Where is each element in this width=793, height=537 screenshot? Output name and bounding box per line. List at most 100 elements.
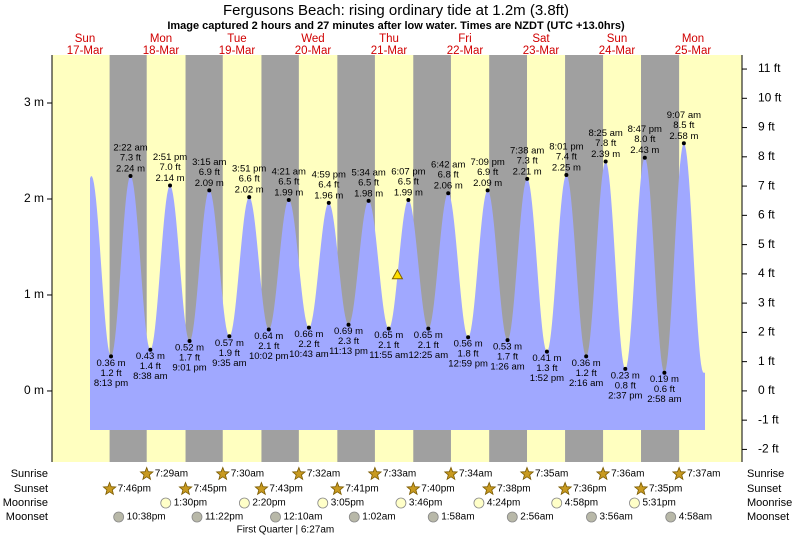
tide-time-label: 2:22 am bbox=[113, 142, 147, 153]
day-date: 22-Mar bbox=[447, 45, 484, 57]
y2-tick-label: 4 ft bbox=[758, 266, 775, 280]
moonrise-time: 5:31pm bbox=[642, 498, 675, 509]
tide-ft-label: 8.5 ft bbox=[673, 120, 694, 131]
tide-time-label: 11:13 pm bbox=[329, 346, 368, 357]
moonrise-icon bbox=[629, 497, 640, 509]
tide-height-label: 0.53 m bbox=[493, 342, 522, 353]
sunrise-icon bbox=[215, 466, 230, 481]
tide-height-label: 0.57 m bbox=[215, 338, 244, 349]
y2-tick-label: 6 ft bbox=[758, 208, 775, 222]
y2-tick-label: 7 ft bbox=[758, 178, 775, 192]
sunrise-time: 7:29am bbox=[155, 469, 188, 480]
tide-ft-label: 6.9 ft bbox=[199, 167, 220, 178]
foreground: Sun17-MarMon18-MarTue19-MarWed20-MarThu2… bbox=[3, 33, 793, 536]
tide-ft-label: 6.4 ft bbox=[318, 179, 339, 190]
tide-ft-label: 6.8 ft bbox=[438, 170, 459, 181]
moonrise-time: 1:30pm bbox=[174, 498, 207, 509]
tide-ft-label: 7.4 ft bbox=[556, 152, 577, 163]
sunrise-time: 7:33am bbox=[383, 469, 416, 480]
tide-ft-label: 2.1 ft bbox=[418, 340, 439, 351]
tide-height-label: 2.25 m bbox=[552, 163, 581, 174]
tide-time-label: 8:47 pm bbox=[628, 124, 662, 135]
tide-extreme-dot bbox=[466, 335, 471, 340]
sunset-time: 7:45pm bbox=[194, 484, 227, 495]
tide-ft-label: 1.9 ft bbox=[219, 348, 240, 359]
tide-height-label: 0.36 m bbox=[572, 358, 601, 369]
day-date: 20-Mar bbox=[295, 45, 332, 57]
tide-extreme-dot bbox=[187, 339, 192, 344]
moonrise-time: 3:46pm bbox=[409, 498, 442, 509]
row-label-right: Moonset bbox=[747, 511, 789, 523]
tide-height-label: 0.41 m bbox=[532, 353, 561, 364]
moonrise-icon bbox=[395, 497, 407, 509]
moonset-icon bbox=[270, 511, 281, 523]
moonrise-time: 3:05pm bbox=[331, 498, 364, 509]
tide-extreme-dot bbox=[584, 354, 589, 359]
tide-ft-label: 2.2 ft bbox=[298, 339, 319, 350]
moonrise-icon bbox=[160, 497, 172, 509]
moonset-icon bbox=[191, 511, 203, 523]
sunset-icon bbox=[102, 481, 117, 496]
day-weekday: Fri bbox=[458, 33, 471, 45]
y2-tick-label: -1 ft bbox=[758, 412, 779, 426]
chart-subtitle: Image captured 2 hours and 27 minutes af… bbox=[167, 20, 625, 32]
tide-time-label: 8:25 am bbox=[588, 128, 622, 139]
tide-height-label: 0.56 m bbox=[454, 339, 483, 350]
y-tick-label: 0 m bbox=[24, 383, 44, 397]
moonset-time: 2:56am bbox=[520, 512, 553, 523]
moonset-time: 11:22pm bbox=[205, 512, 243, 523]
tide-time-label: 7:09 pm bbox=[470, 157, 504, 168]
day-date: 17-Mar bbox=[67, 45, 104, 57]
day-weekday: Mon bbox=[150, 33, 172, 45]
tide-area bbox=[90, 143, 705, 431]
moonset-icon bbox=[586, 511, 597, 523]
tide-extreme-dot bbox=[306, 325, 311, 330]
tide-height-label: 0.64 m bbox=[254, 331, 283, 342]
tide-ft-label: 7.3 ft bbox=[517, 155, 538, 166]
sunrise-time: 7:36am bbox=[611, 469, 644, 480]
tide-time-label: 1:52 pm bbox=[530, 373, 564, 384]
tide-height-label: 1.98 m bbox=[354, 188, 383, 199]
row-label-left: Moonrise bbox=[3, 497, 48, 509]
tide-height-label: 2.24 m bbox=[116, 163, 145, 174]
row-label-right: Sunrise bbox=[747, 468, 784, 480]
sunset-icon bbox=[178, 481, 193, 496]
moonrise-time: 2:20pm bbox=[252, 498, 285, 509]
tide-extreme-dot bbox=[681, 141, 686, 146]
tide-extreme-dot bbox=[406, 197, 411, 202]
row-label-left: Moonset bbox=[6, 511, 48, 523]
tide-extreme-dot bbox=[564, 172, 569, 177]
moonrise-time: 4:58pm bbox=[565, 498, 598, 509]
sunrise-icon bbox=[367, 466, 383, 481]
day-weekday: Thu bbox=[379, 33, 399, 45]
tide-ft-label: 1.8 ft bbox=[458, 349, 479, 360]
tide-time-label: 5:34 am bbox=[351, 167, 385, 178]
tide-extreme-dot bbox=[148, 347, 153, 352]
tide-height-label: 2.39 m bbox=[591, 149, 620, 160]
tide-extreme-dot bbox=[603, 159, 608, 164]
sunset-icon bbox=[633, 481, 649, 496]
tide-extreme-dot bbox=[109, 354, 114, 359]
tide-time-label: 2:37 pm bbox=[608, 390, 642, 401]
tide-ft-label: 7.0 ft bbox=[159, 162, 180, 173]
moonset-time: 1:58am bbox=[441, 512, 474, 523]
tide-time-label: 4:59 pm bbox=[312, 169, 346, 180]
y2-tick-label: 10 ft bbox=[758, 90, 782, 104]
moonrise-icon bbox=[551, 497, 563, 509]
tide-time-label: 7:38 am bbox=[510, 145, 544, 156]
tide-time-label: 2:58 am bbox=[647, 394, 681, 405]
day-date: 18-Mar bbox=[143, 45, 180, 57]
y2-tick-label: 9 ft bbox=[758, 120, 775, 134]
tide-extreme-dot bbox=[168, 183, 173, 188]
y2-tick-label: 2 ft bbox=[758, 325, 775, 339]
sunrise-time: 7:32am bbox=[307, 469, 340, 480]
tide-time-label: 9:01 pm bbox=[172, 363, 206, 374]
y2-tick-label: 3 ft bbox=[758, 295, 775, 309]
moonrise-time: 4:24pm bbox=[487, 498, 520, 509]
row-label-left: Sunrise bbox=[11, 468, 48, 480]
tide-extreme-dot bbox=[207, 188, 212, 193]
y2-tick-label: 0 ft bbox=[758, 383, 775, 397]
tide-time-label: 9:07 am bbox=[667, 110, 701, 121]
tide-height-label: 1.99 m bbox=[394, 187, 423, 198]
sunrise-icon bbox=[671, 466, 687, 481]
